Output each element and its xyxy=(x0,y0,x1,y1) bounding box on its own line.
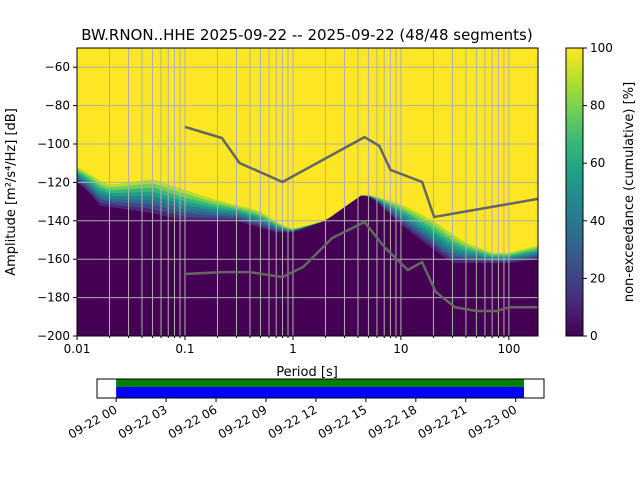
y-tick-label: −120 xyxy=(37,175,70,189)
y-tick-label: −180 xyxy=(37,291,70,305)
colorbar-tick-label: 20 xyxy=(590,271,605,285)
y-tick-label: −160 xyxy=(37,252,70,266)
timeline-frame xyxy=(96,378,545,399)
noise-model-nhnm xyxy=(184,125,539,219)
y-tick-label: −60 xyxy=(45,60,70,74)
x-tick-label: 1 xyxy=(289,342,297,356)
available-coverage-bar xyxy=(116,387,525,398)
y-tick-label: −80 xyxy=(45,99,70,113)
x-tick-label: 10 xyxy=(393,342,408,356)
y-axis-label: Amplitude [m²/s⁴/Hz] [dB] xyxy=(4,108,19,276)
plot-frame xyxy=(76,47,539,337)
timeline-tick-label: 09-22 12 xyxy=(266,402,320,441)
noise-model-nlnm xyxy=(184,220,538,313)
timeline-tick-label: 09-22 15 xyxy=(316,402,370,441)
x-tick-label: 100 xyxy=(497,342,520,356)
colorbar-tick-label: 80 xyxy=(590,99,605,113)
x-axis-label: Period [s] xyxy=(276,365,338,380)
timeline-tick-label: 09-22 21 xyxy=(416,402,470,441)
y-tick-label: −200 xyxy=(37,329,70,343)
timeline-tick-label: 09-22 03 xyxy=(116,402,170,441)
processed-coverage-bar xyxy=(116,379,525,387)
timeline-tick-label: 09-22 00 xyxy=(66,402,120,441)
y-tick-label: −100 xyxy=(37,137,70,151)
timeline-tick-label: 09-22 18 xyxy=(366,402,420,441)
colorbar-label: non-exceedance (cumulative) [%] xyxy=(622,82,637,302)
colorbar-bar xyxy=(565,47,584,337)
x-tick-label: 0.01 xyxy=(64,342,91,356)
colorbar-tick-label: 60 xyxy=(590,156,605,170)
colorbar-tick-label: 0 xyxy=(590,329,598,343)
timeline-tick-label: 09-22 09 xyxy=(216,402,270,441)
colorbar: 0 20 40 60 80 100 xyxy=(565,41,613,343)
y-tick-label: −140 xyxy=(37,214,70,228)
colorbar-tick-label: 40 xyxy=(590,214,605,228)
chart-title: BW.RNON..HHE 2025-09-22 -- 2025-09-22 (4… xyxy=(81,26,532,44)
colorbar-tick-label: 100 xyxy=(590,41,613,55)
timeline-tick-label: 09-22 06 xyxy=(166,402,220,441)
x-tick-label: 0.1 xyxy=(175,342,194,356)
timeline-tick-label: 09-23 00 xyxy=(465,402,519,441)
